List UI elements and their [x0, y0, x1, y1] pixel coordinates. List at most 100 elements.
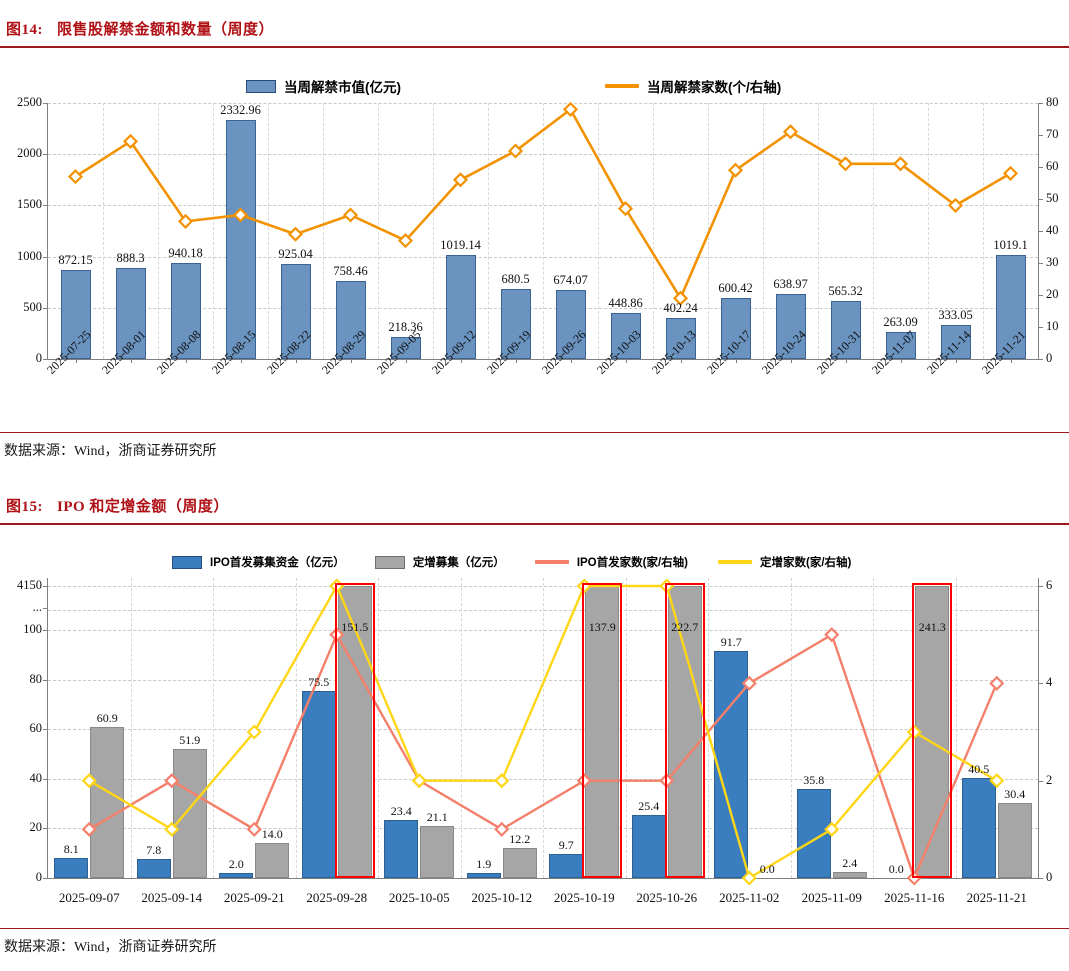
bar [555, 289, 586, 359]
vgridline [983, 103, 984, 359]
bar-value-label: 151.5 [341, 620, 369, 634]
vgridline [708, 578, 709, 878]
vgridline [928, 103, 929, 359]
bar [390, 336, 421, 359]
y-tick-label: 0 [35, 870, 42, 884]
vgridline [213, 578, 214, 878]
x-tick-label: 2025-10-26 [636, 890, 698, 905]
figure15-title-text: IPO 和定增金额（周度） [57, 499, 229, 515]
bar [665, 317, 696, 359]
y-tick-mark [43, 103, 48, 104]
x-tick-mark [130, 359, 132, 363]
bar [60, 269, 91, 359]
y-tick-label: 4150 [17, 578, 42, 592]
vgridline [955, 578, 957, 878]
bar [832, 872, 867, 878]
left-axis-line [47, 578, 48, 879]
x-tick-mark [460, 359, 462, 363]
x-tick-mark [955, 359, 957, 363]
bar [280, 264, 311, 359]
bar [502, 847, 537, 878]
figure14-line-series [67, 101, 1019, 306]
x-tick-label: 2025-11-21 [966, 890, 1027, 905]
bar-value-label: 241.3 [918, 620, 946, 634]
x-tick-label: 2025-09-14 [141, 890, 203, 905]
x-tick-mark [735, 359, 737, 363]
y-tick-mark [43, 828, 48, 830]
x-tick-label: 2025-10-12 [471, 890, 533, 905]
bar [714, 650, 749, 878]
y2-tick-mark [1038, 199, 1043, 200]
y-tick-label: 20 [29, 820, 43, 835]
y2-tick-label: 50 [1046, 191, 1059, 205]
y2-tick-label: 4 [1046, 675, 1053, 690]
y-tick-mark [43, 205, 48, 207]
y2-tick-label: 20 [1046, 287, 1059, 301]
bar [170, 262, 201, 359]
y-tick-mark [43, 778, 48, 780]
y2-tick-mark [1038, 103, 1043, 104]
bar [445, 254, 476, 359]
bar-value-label: 25.4 [638, 799, 660, 813]
x-tick-label: 2025-11-16 [884, 890, 945, 905]
bar-value-label: 1.9 [476, 857, 492, 872]
vgridline [790, 578, 792, 878]
y-tick-mark [43, 878, 48, 879]
legend-label: 当周解禁市值(亿元) [284, 80, 401, 95]
figure14-legend: 当周解禁市值(亿元) [246, 76, 401, 96]
bar-value-label: 448.86 [608, 296, 643, 311]
vgridline [268, 103, 269, 359]
figure14-source: 数据来源：Wind，浙商证券研究所 [4, 444, 217, 459]
vgridline [653, 103, 654, 359]
bar-value-label: 2.4 [842, 856, 858, 871]
bar [830, 301, 861, 359]
bar [225, 120, 256, 359]
figure14-source-rule [0, 432, 1069, 433]
bar [255, 843, 290, 878]
x-tick-mark [515, 359, 517, 363]
bar-value-label: 218.36 [388, 319, 423, 334]
vgridline [433, 103, 434, 359]
bar [90, 726, 125, 878]
y-tick-mark [43, 586, 48, 587]
y-tick-label: 1000 [17, 248, 42, 263]
vgridline [873, 578, 874, 878]
bar-value-label: 51.9 [179, 733, 201, 748]
y2-tick-mark [1038, 780, 1043, 782]
bar-value-label: 2332.96 [220, 103, 261, 118]
y2-tick-mark [1038, 295, 1043, 296]
bar-value-label: 565.32 [828, 284, 863, 299]
vgridline [158, 103, 159, 359]
x-tick-mark [185, 359, 187, 363]
vgridline [213, 103, 214, 359]
bar-value-label: 263.09 [883, 315, 918, 330]
y-tick-mark [43, 256, 48, 258]
x-tick-mark [405, 359, 407, 363]
x-tick-label: 2025-10-05 [388, 890, 450, 905]
figure15-title-rule [0, 523, 1069, 525]
bar [172, 749, 207, 878]
bar [420, 825, 455, 878]
bar-value-label: 60.9 [96, 710, 118, 725]
bar-swatch-icon [374, 555, 405, 569]
legend-label: IPO首发家数(家/右轴) [576, 557, 688, 569]
x-tick-label: 2025-09-07 [58, 890, 120, 905]
bar-value-label: 680.5 [501, 272, 530, 287]
y-tick-label: 1500 [17, 197, 42, 212]
bar-value-label: 674.07 [553, 272, 588, 287]
y-tick-mark [43, 729, 48, 731]
x-tick-mark [790, 359, 792, 363]
x-axis-line [48, 359, 1038, 360]
y2-tick-label: 0 [1046, 351, 1053, 365]
y2-tick-mark [1038, 683, 1043, 685]
bar-value-label: 2.0 [228, 857, 244, 872]
figure15-source: 数据来源：Wind，浙商证券研究所 [4, 940, 217, 955]
bar [500, 289, 531, 359]
legend-item-ipo-count: IPO首发家数(家/右轴) [534, 554, 688, 570]
figure14-legend-2: 当周解禁家数(个/右轴) [605, 76, 781, 96]
bar-value-label: 0.0 [888, 862, 904, 876]
y2-tick-mark [1038, 231, 1043, 232]
vgridline [543, 103, 544, 359]
x-tick-label: 2025-09-21 [223, 890, 285, 905]
x-tick-mark [240, 359, 242, 363]
